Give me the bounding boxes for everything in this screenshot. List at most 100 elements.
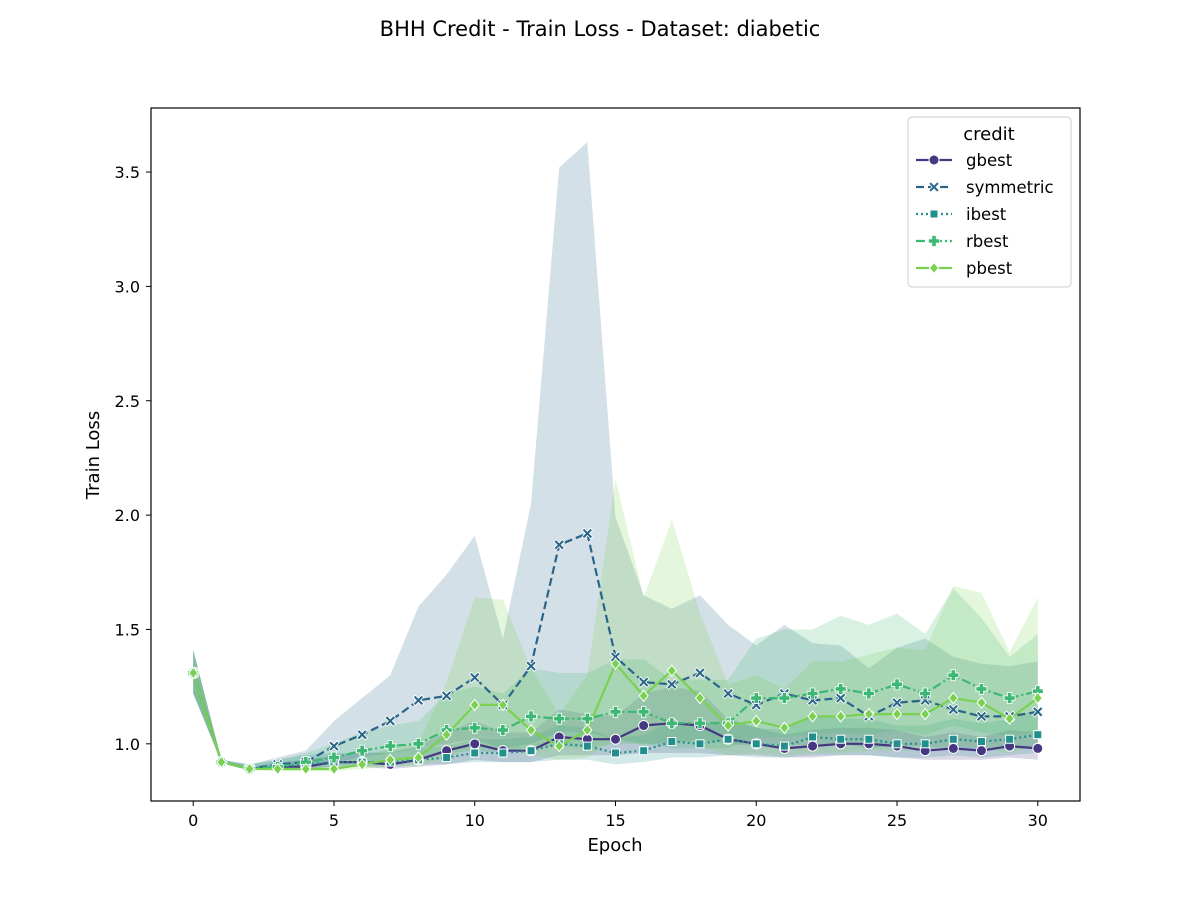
- point-pbest: [244, 762, 255, 776]
- point-ibest: [498, 748, 508, 758]
- point-ibest: [808, 732, 818, 742]
- point-gbest: [947, 742, 959, 754]
- point-symmetric: [553, 539, 565, 551]
- point-gbest: [610, 733, 621, 745]
- band-ibest: [193, 650, 1038, 769]
- x-tick-label: 10: [465, 811, 485, 830]
- x-tick-label: 5: [329, 811, 339, 830]
- point-ibest: [639, 746, 649, 756]
- legend-label-symmetric: symmetric: [966, 178, 1054, 197]
- point-pbest: [1004, 712, 1015, 725]
- point-ibest: [526, 746, 536, 756]
- point-pbest: [779, 721, 790, 735]
- point-rbest: [694, 717, 706, 730]
- point-pbest: [413, 751, 424, 764]
- point-rbest: [356, 744, 369, 757]
- point-symmetric: [581, 527, 594, 540]
- point-symmetric: [694, 667, 706, 679]
- point-symmetric: [975, 710, 988, 723]
- point-rbest: [806, 687, 819, 700]
- x-tick-label: 30: [1028, 811, 1048, 830]
- point-pbest: [385, 753, 396, 767]
- legend-marker-ibest: [929, 209, 939, 219]
- point-pbest: [188, 666, 199, 680]
- legend-label-gbest: gbest: [966, 151, 1013, 170]
- point-pbest: [666, 664, 677, 677]
- point-ibest: [470, 748, 480, 758]
- point-pbest: [807, 710, 818, 723]
- point-rbest: [384, 740, 397, 753]
- band-rbest: [193, 588, 1038, 769]
- y-tick-label: 1.0: [115, 735, 140, 754]
- y-axis-ticks: 1.0 1.5 2.0 2.5 3.0 3.5: [115, 163, 151, 754]
- legend-label-ibest: ibest: [966, 205, 1007, 224]
- point-rbest: [328, 751, 340, 764]
- point-pbest: [948, 691, 959, 705]
- y-tick-label: 1.5: [115, 620, 140, 639]
- point-symmetric: [1032, 706, 1044, 718]
- point-symmetric: [440, 690, 453, 702]
- point-rbest: [412, 737, 425, 750]
- point-symmetric: [947, 703, 960, 716]
- point-rbest: [750, 692, 763, 704]
- point-ibest: [667, 737, 677, 747]
- point-rbest: [553, 712, 566, 725]
- legend-label-pbest: pbest: [966, 259, 1013, 278]
- point-rbest: [496, 724, 509, 736]
- point-pbest: [638, 689, 649, 703]
- point-ibest: [695, 739, 705, 749]
- point-pbest: [835, 710, 846, 723]
- point-pbest: [441, 728, 452, 741]
- point-pbest: [272, 762, 283, 776]
- point-pbest: [976, 696, 987, 709]
- point-pbest: [328, 762, 340, 776]
- point-pbest: [1032, 691, 1043, 705]
- point-pbest: [469, 698, 480, 712]
- point-pbest: [891, 707, 903, 721]
- point-ibest: [1033, 730, 1043, 740]
- x-axis-label: Epoch: [587, 835, 642, 856]
- y-tick-label: 3.0: [115, 277, 140, 296]
- point-pbest: [863, 707, 875, 721]
- chart-title: BHH Credit - Train Loss - Dataset: diabe…: [380, 17, 821, 41]
- point-pbest: [610, 657, 621, 671]
- x-tick-label: 15: [605, 811, 625, 830]
- x-axis-ticks: 0 5 10 15 20 25 30: [188, 801, 1048, 830]
- point-symmetric: [722, 687, 734, 700]
- point-ibest: [582, 741, 592, 751]
- x-tick-label: 25: [887, 811, 907, 830]
- point-rbest: [581, 712, 594, 725]
- point-ibest: [836, 734, 846, 744]
- point-symmetric: [637, 676, 650, 688]
- point-pbest: [525, 723, 537, 737]
- point-symmetric: [356, 728, 368, 741]
- point-ibest: [751, 739, 761, 749]
- y-tick-label: 2.5: [115, 392, 140, 411]
- point-rbest: [947, 669, 960, 682]
- legend-label-rbest: rbest: [966, 232, 1009, 251]
- point-pbest: [694, 691, 706, 705]
- point-ibest: [1005, 734, 1015, 744]
- point-symmetric: [384, 715, 397, 727]
- point-pbest: [356, 758, 368, 771]
- point-symmetric: [666, 678, 678, 691]
- point-pbest: [920, 707, 931, 721]
- point-symmetric: [609, 651, 622, 663]
- point-rbest: [778, 692, 791, 704]
- point-rbest: [468, 721, 481, 734]
- point-symmetric: [525, 660, 537, 672]
- point-rbest: [834, 683, 847, 695]
- band-gbest: [193, 650, 1038, 769]
- point-pbest: [751, 714, 762, 728]
- point-pbest: [497, 698, 509, 712]
- point-pbest: [582, 723, 593, 737]
- legend-marker-gbest: [928, 154, 940, 166]
- band-symmetric: [193, 142, 1038, 770]
- point-symmetric: [834, 692, 847, 704]
- point-rbest: [975, 683, 988, 695]
- point-pbest: [554, 739, 565, 753]
- point-rbest: [525, 710, 537, 723]
- point-ibest: [892, 739, 902, 749]
- point-gbest: [807, 740, 819, 752]
